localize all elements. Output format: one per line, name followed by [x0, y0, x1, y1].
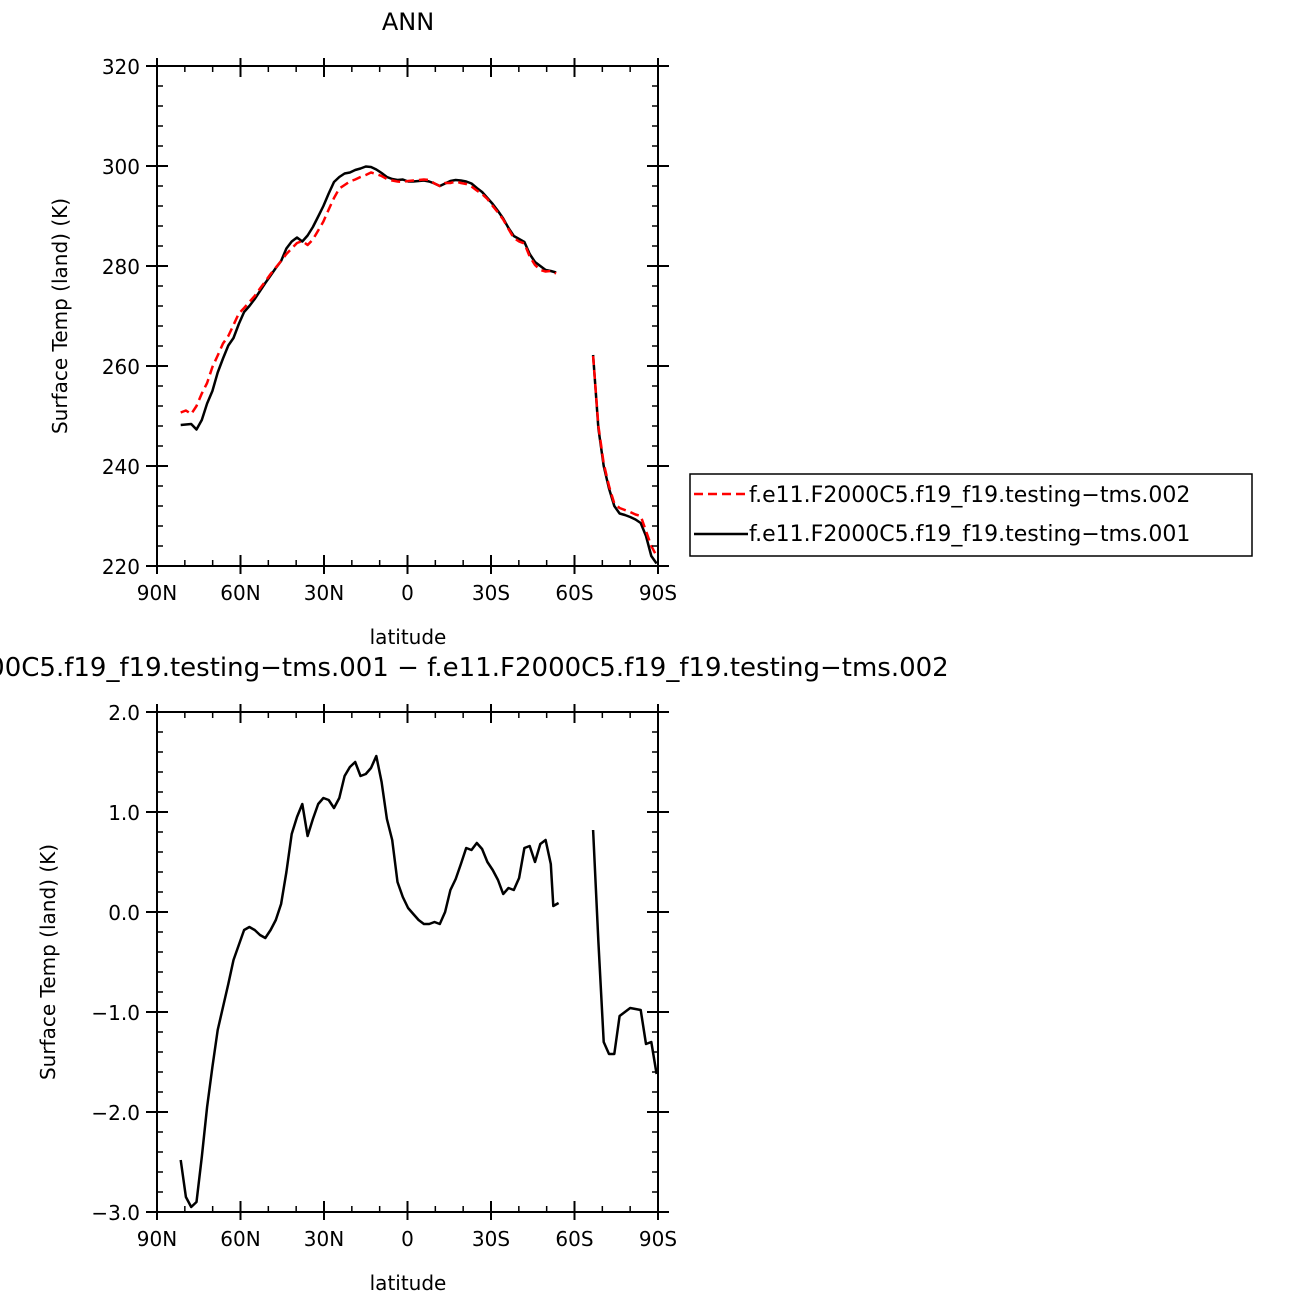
top-chart-series-1-line-segment-2 [591, 355, 658, 557]
x-tick-label: 60N [220, 581, 260, 605]
y-tick-label: 320 [102, 55, 140, 79]
x-tick-label: 90N [137, 1227, 177, 1251]
legend-box [689, 473, 1253, 557]
y-tick-label: 280 [102, 255, 140, 279]
top-chart-x-axis-label: latitude [370, 625, 447, 649]
y-tick-label: −2.0 [91, 1101, 140, 1125]
top-chart-series-1-line-segment-1 [180, 171, 557, 416]
legend-label-series-1: f.e11.F2000C5.f19_f19.testing−tms.001 [749, 522, 1190, 547]
top-chart-y-axis-label: Surface Temp (land) (K) [48, 198, 72, 434]
y-tick-label: 260 [102, 355, 140, 379]
top-chart-lines [180, 165, 658, 565]
top-chart-title: ANN [382, 8, 434, 36]
x-tick-label: 90N [137, 581, 177, 605]
x-tick-label: 60N [220, 1227, 260, 1251]
top-chart-plot-frame [156, 65, 659, 567]
y-tick-label: −3.0 [91, 1201, 140, 1225]
x-tick-label: 60S [555, 1227, 593, 1251]
x-tick-label: 60S [555, 581, 593, 605]
top-chart-panel: ANN 90N 60N 30N 0 30S 60S 90S 220 240 260 280 300 32… [48, 8, 1253, 649]
x-tick-label: 0 [401, 1227, 414, 1251]
x-tick-label: 30S [472, 581, 510, 605]
x-tick-label: 30N [304, 1227, 344, 1251]
top-chart-series-2-line-segment-2 [591, 354, 658, 565]
x-tick-label: 30N [304, 581, 344, 605]
y-tick-label: 220 [102, 555, 140, 579]
bottom-chart-panel: f.e11.F2000C5.f19_f19.testing−tms.001 − … [0, 653, 949, 1295]
top-chart-series-2-line-segment-1 [180, 165, 557, 431]
x-tick-label: 30S [472, 1227, 510, 1251]
bottom-chart-plot-frame [156, 711, 659, 1213]
legend-label-series-2: f.e11.F2000C5.f19_f19.testing−tms.002 [749, 483, 1190, 508]
legend: f.e11.F2000C5.f19_f19.testing−tms.002 f.… [689, 473, 1253, 557]
top-chart-tick-labels: 90N 60N 30N 0 30S 60S 90S 220 240 260 280 300 320 [102, 55, 677, 605]
bottom-chart-series-1-line-segment-1 [179, 754, 560, 1209]
bottom-chart-series-1-line-segment-2 [591, 829, 658, 1075]
y-tick-label: 240 [102, 455, 140, 479]
x-tick-label: 0 [401, 581, 414, 605]
bottom-chart-title: f.e11.F2000C5.f19_f19.testing−tms.001 − … [0, 653, 949, 683]
y-tick-label: 1.0 [108, 801, 140, 825]
bottom-chart-tick-labels: 90N 60N 30N 0 30S 60S 90S −3.0 −2.0 −1.0 0.0 1.0 2.0 [91, 701, 677, 1251]
y-tick-label: 0.0 [108, 901, 140, 925]
y-tick-label: −1.0 [91, 1001, 140, 1025]
bottom-chart-ticks [146, 704, 669, 1220]
top-chart-ticks [146, 58, 669, 574]
bottom-chart-x-axis-label: latitude [370, 1271, 447, 1295]
y-tick-label: 2.0 [108, 701, 140, 725]
bottom-chart-y-axis-label: Surface Temp (land) (K) [36, 844, 60, 1080]
y-tick-label: 300 [102, 155, 140, 179]
x-tick-label: 90S [639, 581, 677, 605]
x-tick-label: 90S [639, 1227, 677, 1251]
bottom-chart-lines [179, 754, 658, 1209]
